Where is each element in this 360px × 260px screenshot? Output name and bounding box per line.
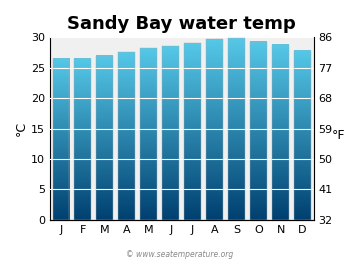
- Bar: [294, 51, 311, 220]
- Bar: [273, 45, 289, 220]
- Bar: [96, 56, 113, 220]
- Bar: [250, 42, 267, 220]
- Bar: [228, 38, 245, 220]
- Bar: [206, 39, 223, 220]
- Bar: [162, 46, 179, 220]
- Bar: [140, 48, 157, 220]
- Bar: [53, 58, 69, 220]
- Title: Sandy Bay water temp: Sandy Bay water temp: [67, 15, 296, 33]
- Y-axis label: °F: °F: [332, 128, 345, 141]
- Bar: [75, 58, 91, 220]
- Bar: [184, 43, 201, 220]
- Y-axis label: °C: °C: [15, 121, 28, 136]
- Text: © www.seatemperature.org: © www.seatemperature.org: [126, 250, 234, 259]
- Bar: [118, 52, 135, 220]
